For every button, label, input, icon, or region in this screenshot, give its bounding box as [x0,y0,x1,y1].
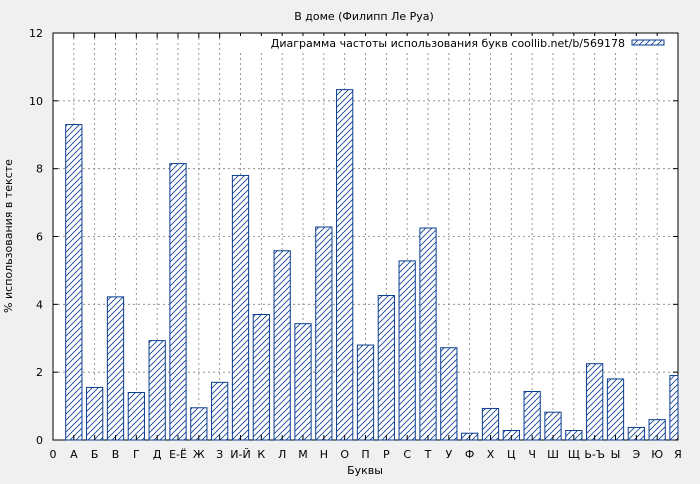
bar [315,226,333,441]
bar [356,344,375,441]
bar [273,250,291,441]
x-tick-label: Ш [547,448,559,461]
x-tick-label: З [216,448,223,461]
legend: Диаграмма частоты использования букв coo… [240,36,676,50]
x-tick-label: И-Й [230,448,250,461]
grid-lines [53,33,678,440]
x-tick-label: Н [320,448,328,461]
y-tick-label: 2 [36,366,43,379]
bar [398,260,416,441]
x-tick-label: Ю [651,448,663,461]
bar [294,323,312,441]
x-axis-label: Буквы [347,464,383,477]
x-tick-label: Ф [465,448,474,461]
bar [377,295,395,441]
legend-swatch [631,39,665,46]
x-tick-label: Р [383,448,390,461]
bar [211,381,229,441]
x-tick-label: О [340,448,349,461]
x-tick-label: М [298,448,308,461]
x-tick-label: К [257,448,265,461]
y-tick-label: 0 [36,434,43,447]
bar [523,390,541,441]
x-tick-label: Г [133,448,140,461]
x-tick-label: Я [674,448,682,461]
bar [419,227,437,441]
bar [106,296,125,441]
y-tick-label: 10 [29,95,43,108]
bar [169,163,187,441]
bar [336,89,354,441]
chart-title: В доме (Филипп Ле Руа) [294,10,434,23]
x-tick-label: Ц [507,448,516,461]
x-tick-label: Х [487,448,495,461]
x-tick-label: Ч [528,448,536,461]
x-tick-label: В [112,448,120,461]
legend-entry-label: Диаграмма частоты использования букв coo… [271,37,625,50]
y-axis-ticks: 0 2 4 6 8 10 12 [29,27,678,447]
x-tick-label: Т [424,448,432,461]
y-tick-label: 8 [36,163,43,176]
y-tick-label: 6 [36,231,43,244]
bar [440,347,458,441]
bar [231,174,250,441]
x-tick-label: Щ [568,448,580,461]
bar [86,386,104,441]
y-tick-label: 4 [36,298,43,311]
x-tick-label: П [361,448,369,461]
y-axis-label: % использования в тексте [2,159,15,313]
x-tick-label: Е-Ё [169,448,187,461]
x-tick-label: Э [632,448,640,461]
bar [586,363,604,441]
bar [252,314,270,441]
x-origin-label: 0 [50,448,57,461]
bar [127,392,145,441]
bar [669,375,679,441]
x-tick-label: У [445,448,452,461]
y-tick-label: 12 [29,27,43,40]
x-tick-label: Л [278,448,286,461]
bar [606,378,625,441]
x-tick-label: А [70,448,78,461]
x-axis-ticks: А Б В Г Д Е-Ё Ж З И-Й К Л М Н О П Р С Т У Ф Х Ц Ч Ш Щ Ь-Ъ Ы Э Ю Я [70,33,682,461]
x-tick-label: Д [153,448,162,461]
x-tick-label: Б [91,448,99,461]
bar [148,340,166,441]
legend-background [240,36,676,50]
bar [65,124,83,441]
x-tick-label: Ь-Ъ [584,448,605,461]
x-tick-label: С [403,448,411,461]
x-tick-label: Ж [193,448,205,461]
x-tick-label: Ы [611,448,621,461]
